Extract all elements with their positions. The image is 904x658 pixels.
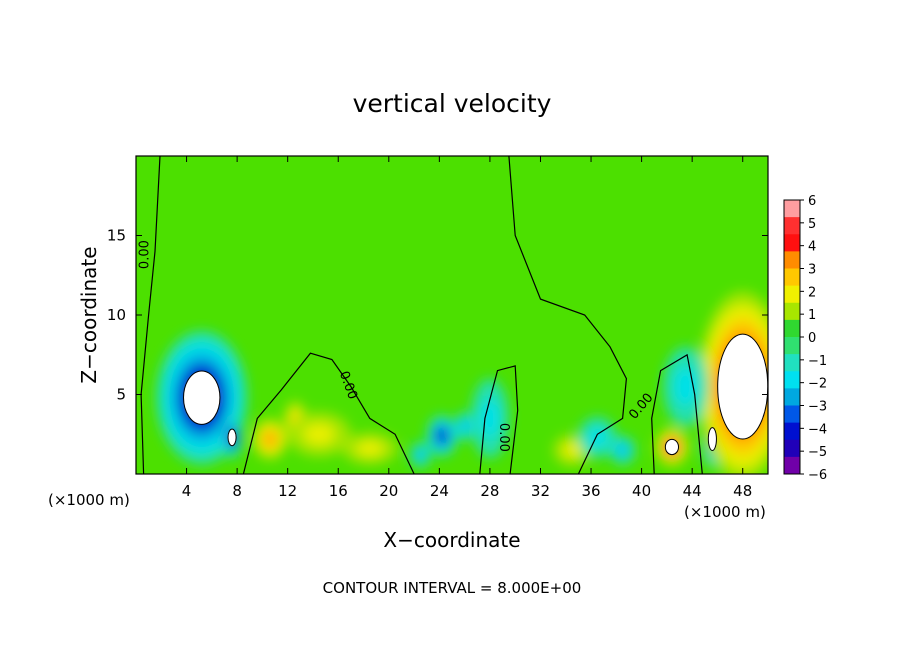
field-feature-updraft [252, 418, 288, 460]
feature-level [438, 431, 445, 440]
x-tick-label: 20 [379, 482, 398, 500]
x-tick-label: 32 [531, 482, 550, 500]
colorbar-label: 6 [808, 194, 816, 209]
zero-contour [140, 156, 161, 474]
field-feature-downdraft [454, 411, 475, 441]
zero-contour [508, 156, 628, 474]
x-tick-label: 48 [733, 482, 752, 500]
field-core [664, 438, 680, 456]
colorbar-segment [784, 319, 800, 338]
y-tick-label: 10 [107, 306, 126, 324]
colorbar-segment [784, 234, 800, 252]
contour-label: 0.00 [138, 240, 153, 269]
x-tick-label: 8 [232, 482, 242, 500]
zero-contour [651, 353, 703, 474]
feature-level [417, 450, 424, 460]
colorbar-segment [784, 405, 800, 424]
zero-contour [242, 352, 415, 474]
colorbar-label: 4 [808, 240, 816, 255]
colorbar-segment [784, 354, 800, 372]
contour-label: 0.00 [496, 423, 511, 452]
colorbar-label: −2 [808, 377, 827, 392]
x-tick-label: 40 [632, 482, 651, 500]
x-axis-label: X−coordinate [383, 528, 520, 552]
colorbar-label: 1 [808, 308, 816, 323]
colorbar: 6 5 4 3 2 1 0 −1 −2 −3 −4 −5 −6 [783, 194, 827, 483]
y-tick-label: 5 [116, 386, 126, 404]
field-core [227, 428, 237, 447]
feature-level [562, 442, 582, 459]
colorbar-label: 5 [808, 217, 816, 232]
colorbar-segment [784, 456, 800, 475]
field-core [707, 427, 717, 451]
chart-title: vertical velocity [353, 89, 552, 118]
x-tick-label: 12 [278, 482, 297, 500]
feature-level [303, 423, 336, 446]
x-tick-label: 4 [182, 482, 192, 500]
field-feature-updraft [342, 432, 398, 465]
field-core [183, 370, 221, 425]
field-feature-downdraft [578, 416, 617, 459]
colorbar-segment [784, 200, 800, 218]
feature-level [265, 433, 275, 445]
colorbar-segment [784, 422, 800, 441]
colorbar-segment [784, 251, 800, 269]
colorbar-label: −6 [808, 468, 827, 483]
feature-level [618, 445, 627, 455]
colorbar-segment [784, 388, 800, 406]
field-core [717, 333, 768, 440]
colorbar-label: 2 [808, 285, 816, 300]
x-tick-label: 44 [683, 482, 702, 500]
colorbar-label: −5 [808, 445, 827, 460]
colorbar-segment [784, 285, 800, 304]
feature-level [355, 440, 384, 457]
y-tick-label: 15 [107, 227, 126, 245]
x-unit-left: (×1000 m) [48, 491, 130, 509]
colorbar-segment [784, 217, 800, 235]
x-tick-label: 16 [329, 482, 348, 500]
field-feature-downdraft [663, 346, 709, 427]
zero-contour [479, 365, 519, 474]
feature-level [587, 427, 607, 448]
feature-level [461, 421, 469, 432]
contour-interval-note: CONTOUR INTERVAL = 8.000E+00 [323, 579, 582, 597]
x-tick-label: 28 [480, 482, 499, 500]
colorbar-segment [784, 337, 800, 355]
x-tick-label: 24 [430, 482, 449, 500]
colorbar-segment [784, 302, 800, 321]
colorbar-segment [784, 268, 800, 287]
colorbar-label: −1 [808, 354, 827, 369]
field-feature-downdraft [410, 442, 431, 468]
feature-level [674, 366, 698, 407]
y-axis-label: Z−coordinate [77, 246, 101, 383]
colorbar-segment [784, 439, 800, 458]
field-feature-downdraft [610, 435, 636, 465]
field-feature-downdraft [426, 415, 458, 457]
colorbar-label: 0 [808, 331, 816, 346]
x-tick-label: 36 [581, 482, 600, 500]
colorbar-segment [784, 371, 800, 389]
x-unit-right: (×1000 m) [684, 503, 766, 521]
plot-area [136, 156, 768, 474]
colorbar-label: 3 [808, 263, 816, 278]
feature-level [480, 398, 500, 439]
field-feature-downdraft [470, 378, 509, 459]
field-feature-updraft [287, 411, 351, 457]
colorbar-label: −4 [808, 422, 827, 437]
colorbar-label: −3 [808, 400, 827, 415]
